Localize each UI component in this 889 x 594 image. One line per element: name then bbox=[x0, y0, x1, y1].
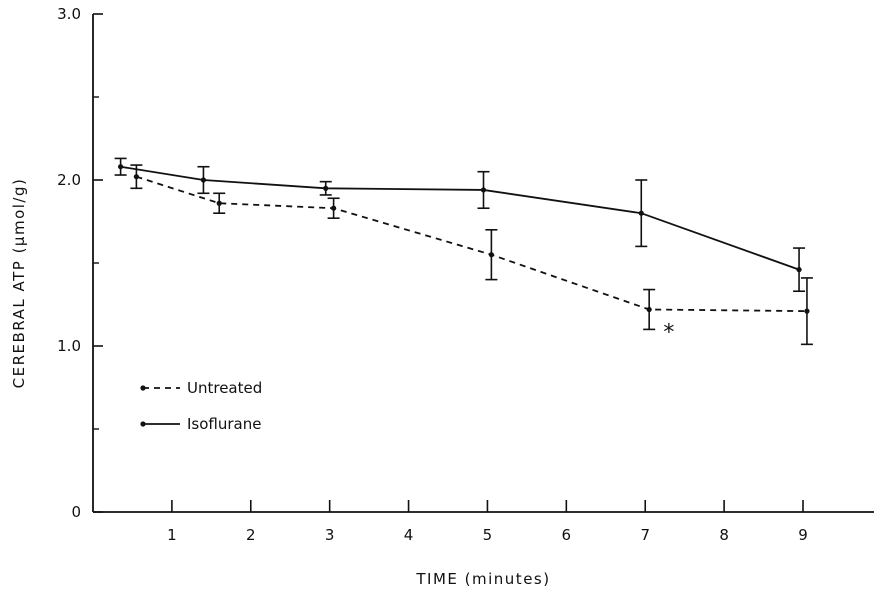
data-point bbox=[118, 164, 124, 170]
legend-marker-isoflurane bbox=[140, 421, 146, 427]
annotations: * bbox=[663, 320, 674, 345]
data-point bbox=[638, 210, 644, 216]
data-point bbox=[216, 200, 222, 206]
axes: 0 1.0 2.0 3.0 1 2 3 4 5 6 7 8 9 bbox=[57, 5, 874, 544]
series-line bbox=[120, 165, 800, 271]
data-point bbox=[331, 205, 337, 211]
x-tick-label: 9 bbox=[798, 526, 808, 544]
legend-label-isoflurane: Isoflurane bbox=[187, 415, 261, 433]
x-tick-label: 6 bbox=[562, 526, 572, 544]
series-layer bbox=[114, 157, 813, 346]
data-point bbox=[804, 308, 810, 314]
y-tick-label: 1.0 bbox=[57, 337, 81, 355]
significance-annotation: * bbox=[663, 320, 674, 345]
x-tick-label: 4 bbox=[404, 526, 414, 544]
series-line bbox=[136, 175, 807, 313]
data-point bbox=[488, 252, 494, 258]
x-tick-label: 1 bbox=[167, 526, 177, 544]
y-tick-label: 0 bbox=[71, 503, 81, 521]
x-axis-title: TIME (minutes) bbox=[415, 570, 550, 588]
legend-label-untreated: Untreated bbox=[187, 379, 262, 397]
y-tick-label: 2.0 bbox=[57, 171, 81, 189]
x-tick-label: 8 bbox=[719, 526, 729, 544]
legend-marker-untreated bbox=[140, 385, 146, 391]
legend: Untreated Isoflurane bbox=[140, 379, 262, 433]
series-untreated bbox=[130, 164, 813, 346]
x-tick-label: 3 bbox=[325, 526, 335, 544]
x-tick-label: 5 bbox=[483, 526, 493, 544]
data-point bbox=[480, 187, 487, 193]
y-tick-label: 3.0 bbox=[57, 5, 81, 23]
data-point bbox=[200, 177, 207, 183]
data-point bbox=[133, 174, 139, 180]
data-point bbox=[646, 306, 652, 313]
series-isoflurane bbox=[114, 157, 806, 293]
data-point bbox=[323, 185, 329, 191]
y-axis-title: CEREBRAL ATP (µmol/g) bbox=[10, 178, 28, 389]
data-point bbox=[796, 267, 802, 273]
x-tick-label: 7 bbox=[640, 526, 650, 544]
x-tick-label: 2 bbox=[246, 526, 256, 544]
